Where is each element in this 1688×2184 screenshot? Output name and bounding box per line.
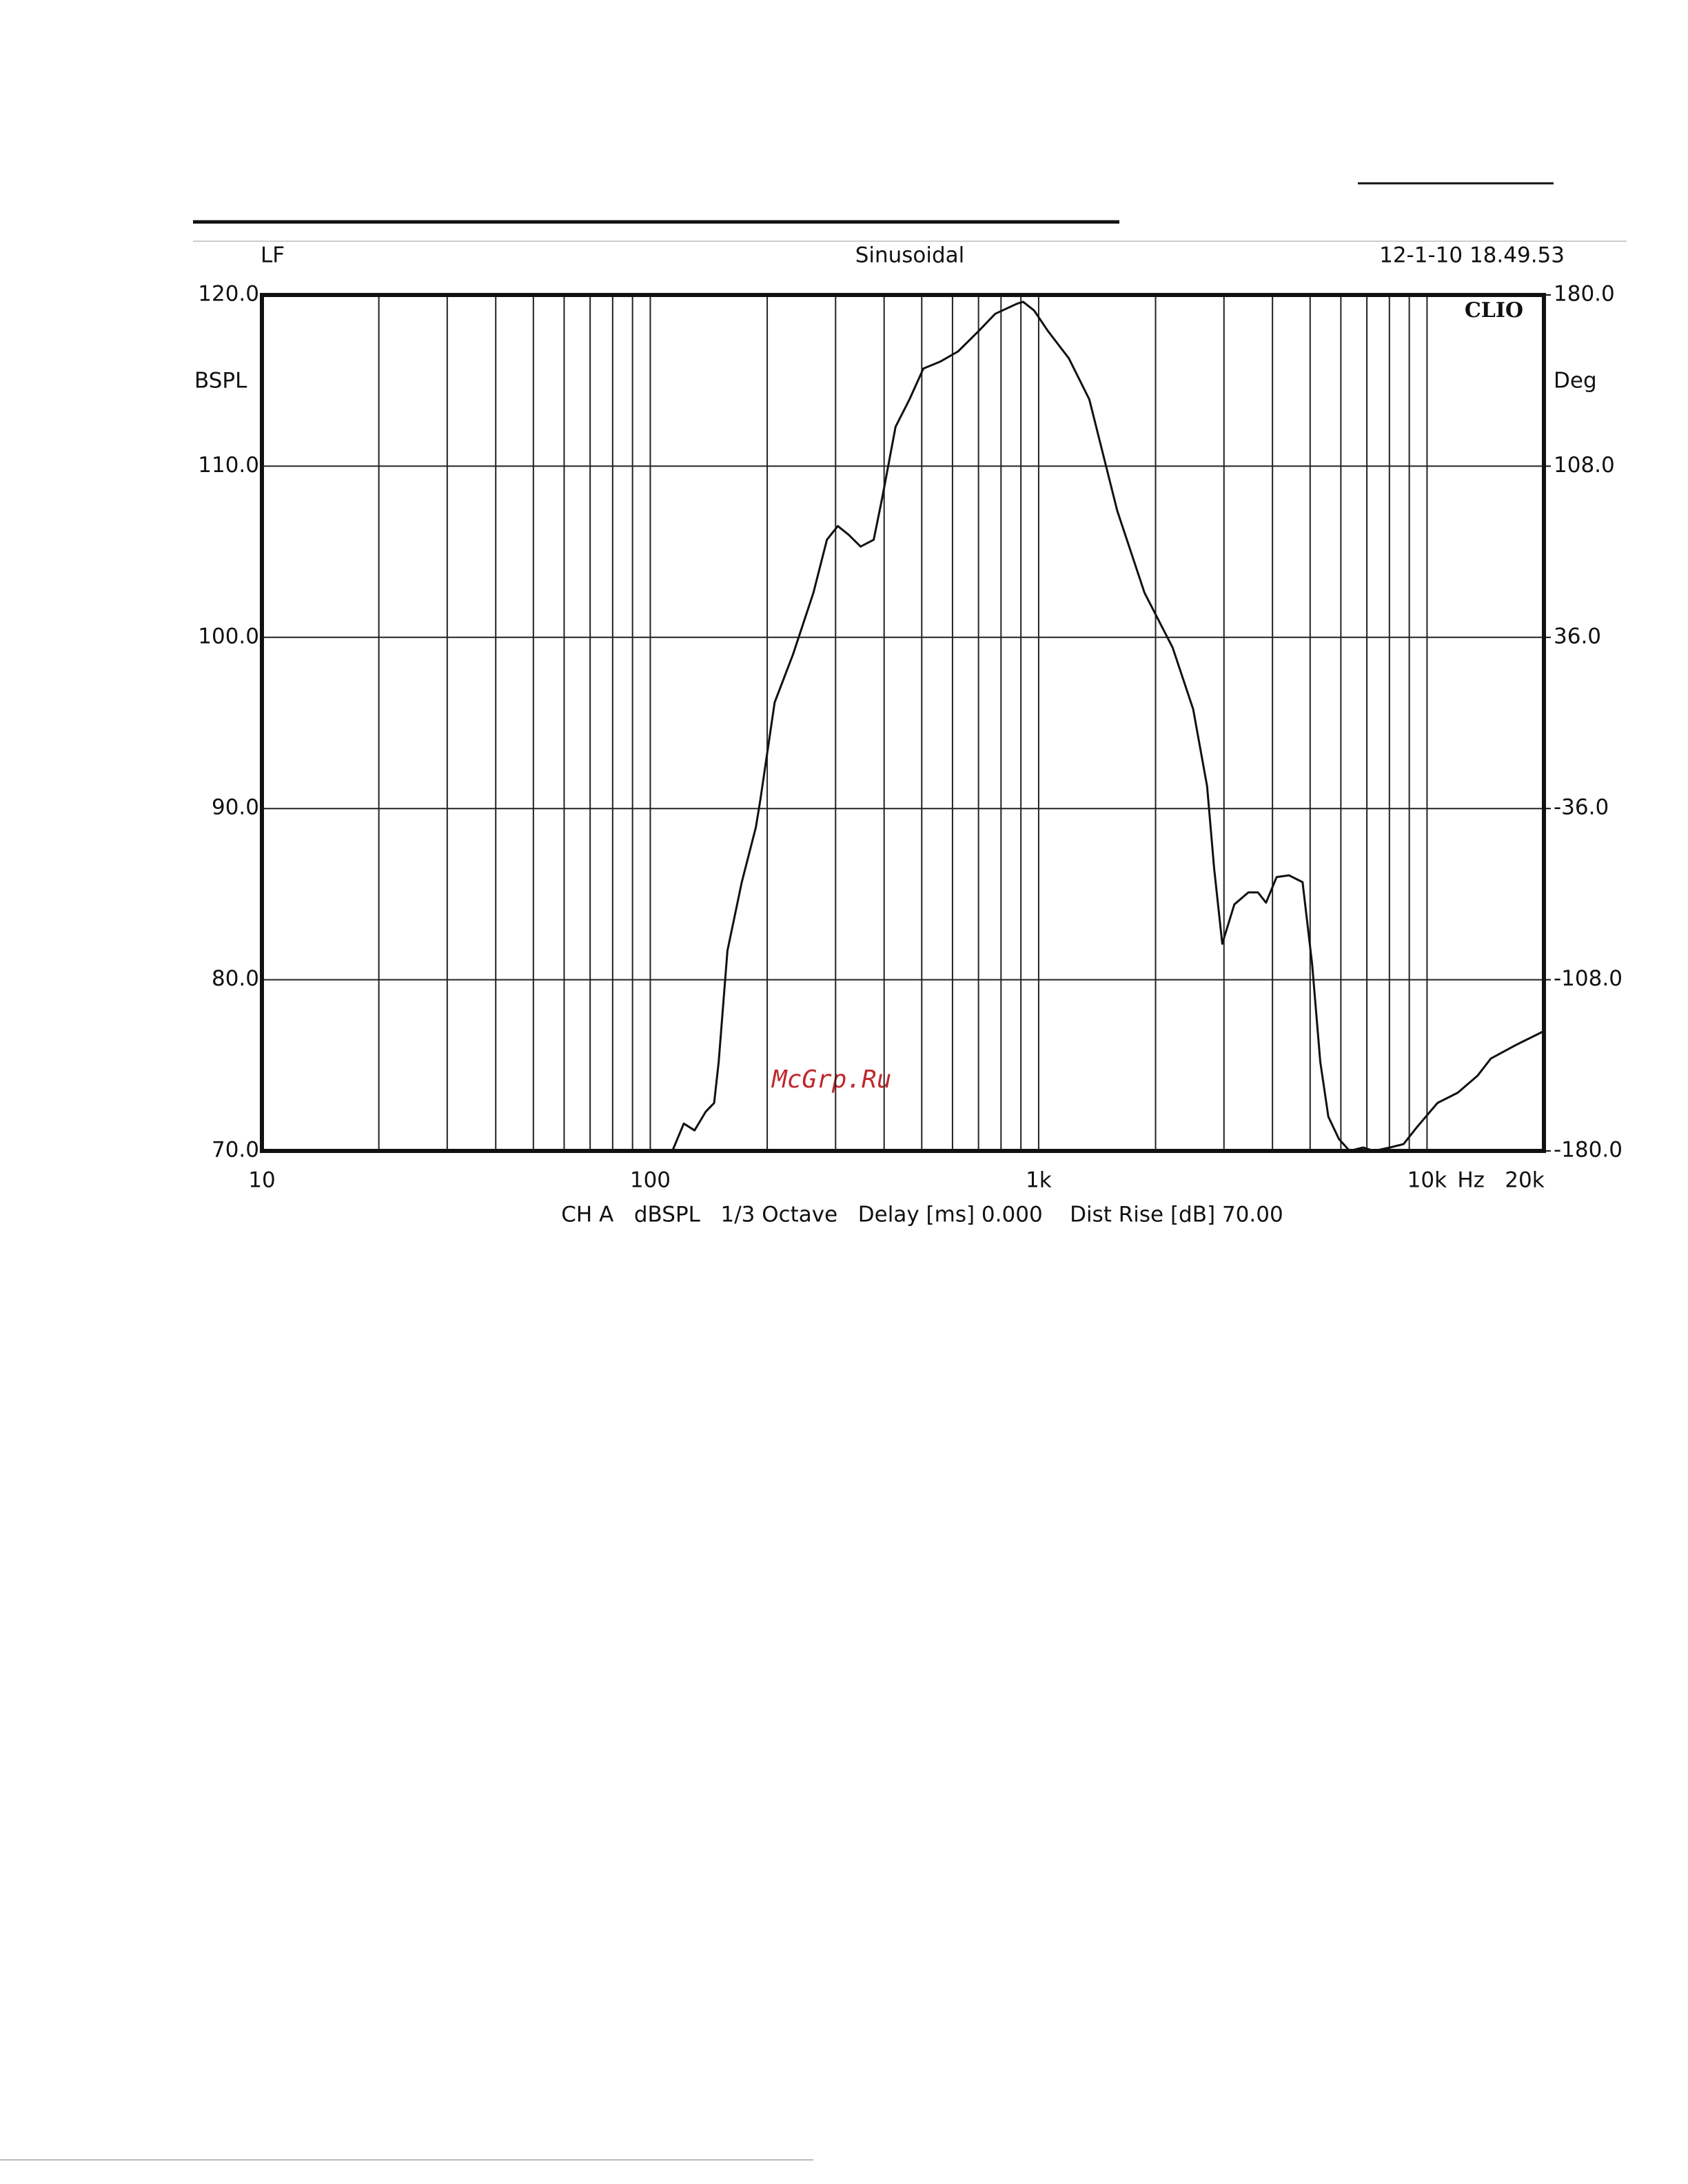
y2-tick-label: 36.0 [1554,624,1601,649]
x-tick-label: 100 [630,1168,671,1193]
x-tick-label: 10 [248,1168,275,1193]
x-tick-label: 1k [1026,1168,1052,1193]
y2-axis-label: Deg [1554,369,1597,394]
footer: CH A dBSPL 1/3 Octave Delay [ms] 0.000 D… [561,1203,1283,1227]
y-tick-label: 120.0 [198,282,259,307]
y-tick-label: 90.0 [212,795,259,820]
plot-frame [260,293,1546,1153]
y2-tick-label: 108.0 [1554,453,1615,478]
y-tick-label: 100.0 [198,624,259,649]
x-tick-label: 10k [1407,1168,1447,1193]
y-tick-label: 70.0 [212,1138,259,1163]
x-axis-label: Hz [1457,1168,1485,1193]
y-axis-label: BSPL [194,369,247,394]
brand: CLIO [1465,298,1523,323]
y2-tick-label: -108.0 [1554,966,1623,991]
y-tick-label: 80.0 [212,966,259,991]
chart-title: Sinusoidal [855,243,965,268]
watermark: McGrp.Ru [771,1065,891,1094]
x-tick-label: 20k [1505,1168,1544,1193]
header-left: LF [261,243,285,268]
y2-tick-label: -36.0 [1554,795,1609,820]
y2-tick-label: -180.0 [1554,1138,1623,1163]
series-line [671,300,1545,1152]
y2-tick-label: 180.0 [1554,282,1615,307]
y-tick-label: 110.0 [198,453,259,478]
header-right: 12-1-10 18.49.53 [1379,243,1565,268]
